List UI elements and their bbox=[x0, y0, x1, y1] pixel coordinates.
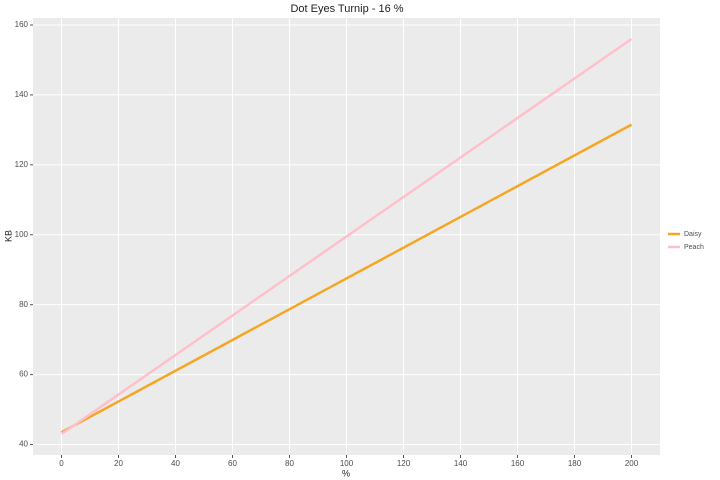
line bbox=[60, 123, 633, 434]
legend-label: Peach bbox=[684, 244, 704, 251]
y-tick-label: 140 bbox=[15, 90, 29, 99]
line bbox=[60, 37, 633, 436]
y-tick-label: 120 bbox=[15, 160, 29, 169]
chart-title: Dot Eyes Turnip - 16 % bbox=[290, 3, 403, 15]
x-tick-label: 120 bbox=[397, 459, 411, 468]
y-axis-label: KB bbox=[3, 230, 13, 242]
x-tick-label: 200 bbox=[625, 459, 639, 468]
y-tick-label: 60 bbox=[19, 370, 28, 379]
y-tick-label: 160 bbox=[15, 20, 29, 29]
x-tick-label: 0 bbox=[59, 459, 64, 468]
y-tick-label: 80 bbox=[19, 300, 28, 309]
legend-label: Daisy bbox=[684, 231, 702, 238]
x-tick-label: 100 bbox=[340, 459, 354, 468]
x-tick-label: 20 bbox=[114, 459, 123, 468]
x-tick-label: 80 bbox=[285, 459, 294, 468]
y-tick-label: 100 bbox=[15, 230, 29, 239]
x-tick-label: 60 bbox=[228, 459, 237, 468]
x-tick-label: 160 bbox=[511, 459, 525, 468]
x-tick-label: 180 bbox=[568, 459, 582, 468]
x-tick-label: 140 bbox=[454, 459, 468, 468]
y-tick-label: 40 bbox=[19, 440, 28, 449]
x-tick-label: 40 bbox=[171, 459, 180, 468]
x-axis-label: % bbox=[342, 468, 350, 478]
